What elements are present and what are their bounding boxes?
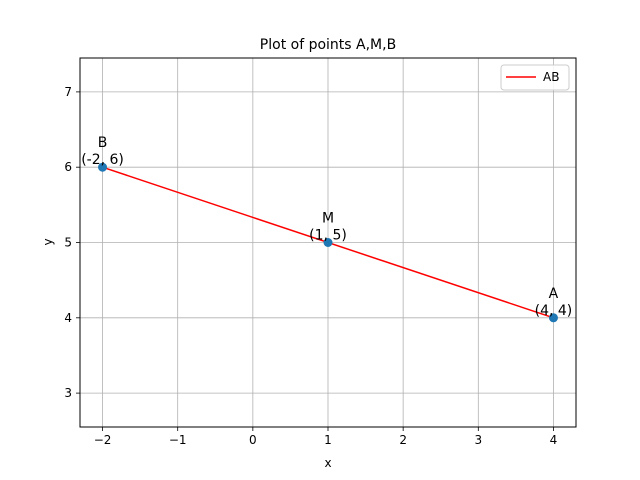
points-layer (98, 162, 558, 323)
point-b (98, 162, 108, 172)
x-tick-label: 2 (399, 433, 407, 447)
x-tick-label: −2 (94, 433, 112, 447)
y-tick-label: 6 (64, 160, 72, 174)
point-m (323, 238, 333, 247)
x-tick-label: 3 (474, 433, 482, 447)
y-axis-label: y (41, 238, 55, 245)
point-coord-label: (-2, 6) (81, 152, 124, 168)
point-name-label: M (322, 211, 334, 227)
x-tick-label: −1 (169, 433, 187, 447)
x-tick-label: 4 (550, 433, 558, 447)
point-labels: B(-2, 6) M(1, 5) A(4, 4) (81, 135, 572, 319)
axis-ticks: −2 −1 0 1 2 3 4 3 4 5 6 7 (64, 85, 557, 447)
x-tick-label: 0 (249, 433, 257, 447)
point-name-label: B (98, 135, 108, 151)
y-tick-label: 7 (64, 85, 72, 99)
x-axis-label: x (324, 456, 331, 470)
point-coord-label: (4, 4) (535, 303, 573, 319)
legend-label-ab: AB (543, 70, 559, 84)
y-tick-label: 4 (64, 311, 72, 325)
y-tick-label: 5 (64, 236, 72, 250)
chart-title: Plot of points A,M,B (260, 37, 396, 53)
legend: AB (500, 64, 570, 91)
point-name-label: A (549, 286, 559, 302)
point-a (548, 313, 558, 323)
x-tick-label: 1 (324, 433, 332, 447)
point-coord-label: (1, 5) (309, 228, 347, 244)
grid (80, 58, 576, 427)
y-tick-label: 3 (64, 386, 72, 400)
